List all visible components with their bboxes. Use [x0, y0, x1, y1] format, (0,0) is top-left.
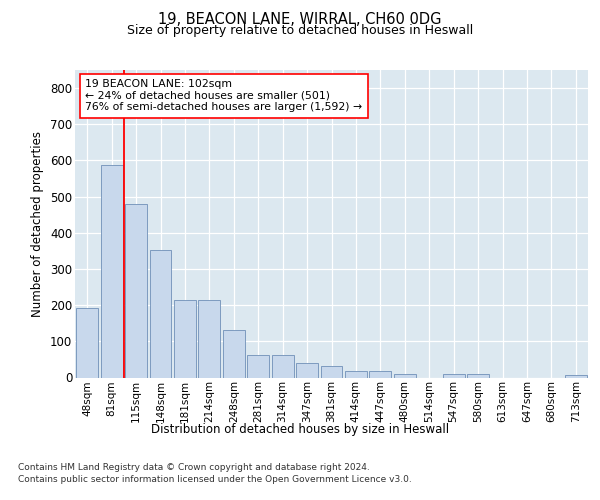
- Bar: [320, 366, 343, 378]
- Bar: [565, 374, 587, 378]
- Text: 19, BEACON LANE, WIRRAL, CH60 0DG: 19, BEACON LANE, WIRRAL, CH60 0DG: [158, 12, 442, 28]
- Bar: [296, 363, 318, 378]
- Text: Distribution of detached houses by size in Heswall: Distribution of detached houses by size …: [151, 422, 449, 436]
- Bar: [199, 300, 220, 378]
- Bar: [272, 355, 293, 378]
- Bar: [345, 372, 367, 378]
- Bar: [101, 165, 122, 378]
- Text: Contains HM Land Registry data © Crown copyright and database right 2024.: Contains HM Land Registry data © Crown c…: [18, 462, 370, 471]
- Y-axis label: Number of detached properties: Number of detached properties: [31, 130, 44, 317]
- Text: 19 BEACON LANE: 102sqm
← 24% of detached houses are smaller (501)
76% of semi-de: 19 BEACON LANE: 102sqm ← 24% of detached…: [85, 79, 362, 112]
- Bar: [394, 374, 416, 378]
- Bar: [247, 355, 269, 378]
- Bar: [125, 204, 147, 378]
- Bar: [443, 374, 464, 378]
- Bar: [149, 250, 172, 378]
- Bar: [467, 374, 489, 378]
- Bar: [174, 300, 196, 378]
- Bar: [76, 308, 98, 378]
- Bar: [223, 330, 245, 378]
- Text: Contains public sector information licensed under the Open Government Licence v3: Contains public sector information licen…: [18, 475, 412, 484]
- Text: Size of property relative to detached houses in Heswall: Size of property relative to detached ho…: [127, 24, 473, 37]
- Bar: [370, 372, 391, 378]
